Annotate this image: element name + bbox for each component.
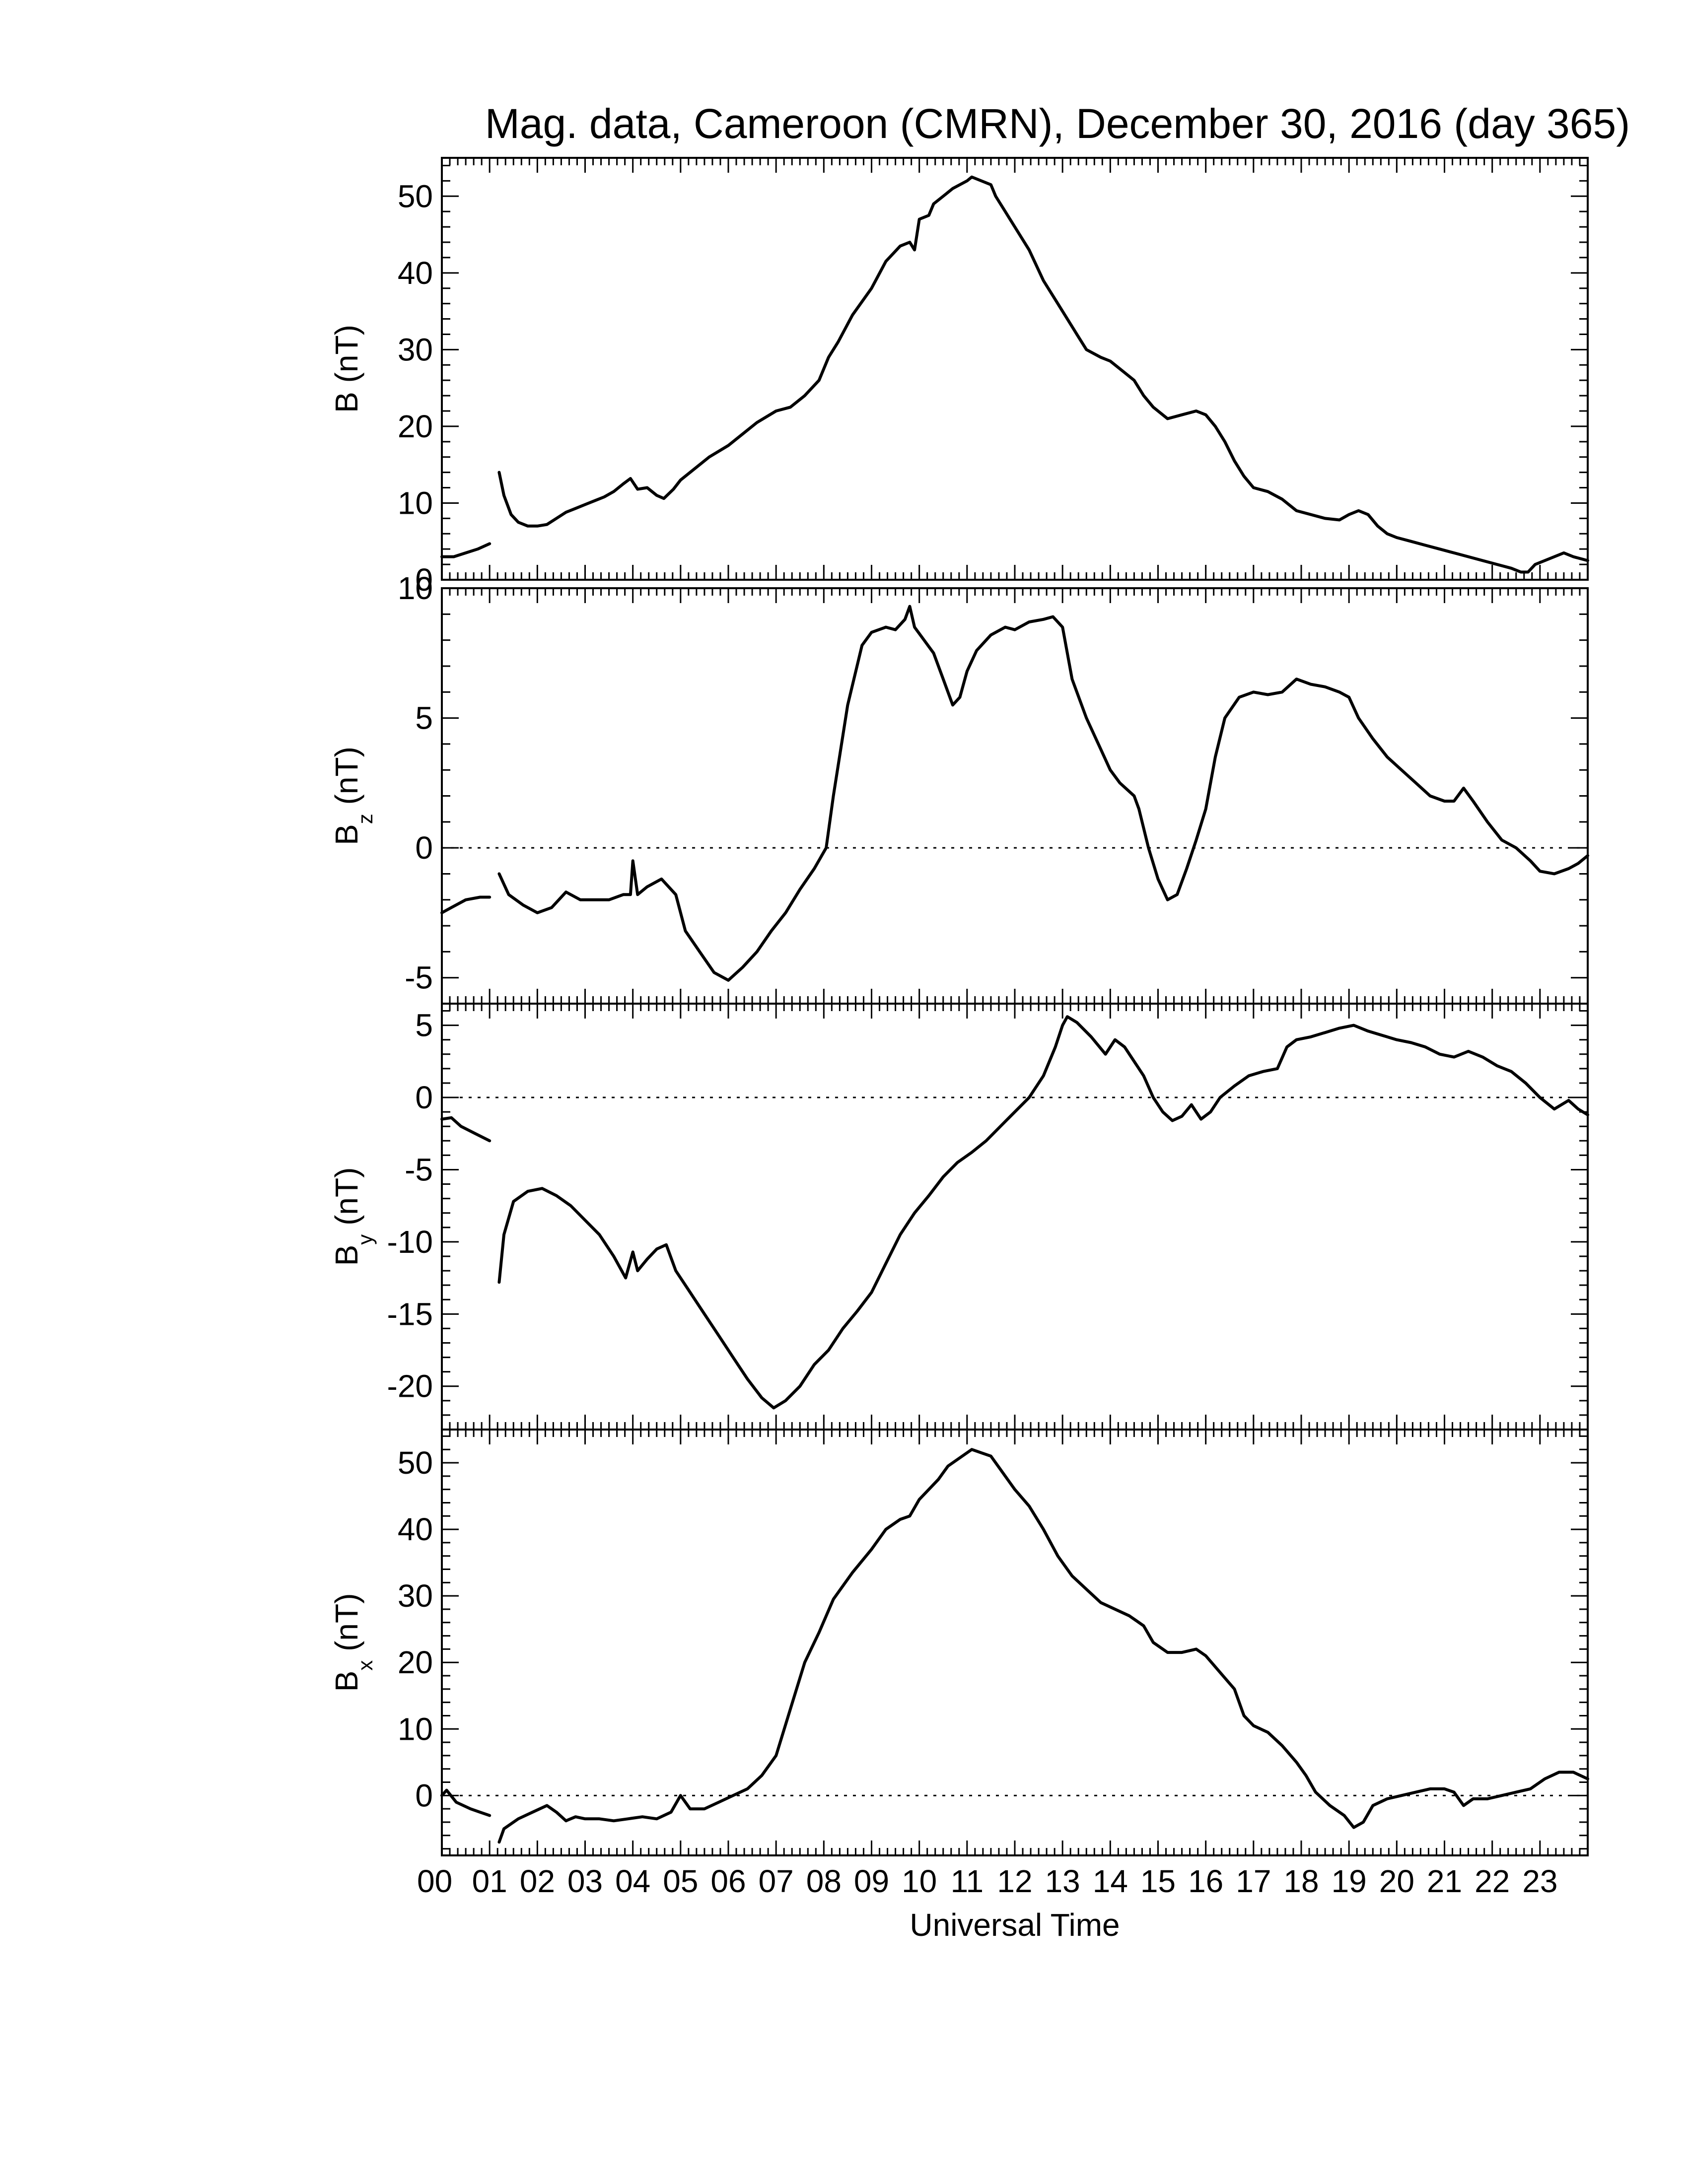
- series-B-segment-0: [440, 542, 492, 558]
- x-tick-label: 23: [1522, 1863, 1557, 1899]
- x-tick-label: 18: [1283, 1863, 1319, 1899]
- panel-frame: [441, 157, 1589, 581]
- x-tick-label: 03: [567, 1863, 603, 1899]
- y-axis-label: By (nT): [329, 1167, 377, 1266]
- y-tick-label: 20: [398, 1644, 433, 1680]
- series-B-segment-1: [497, 175, 1589, 574]
- x-tick-label: 12: [997, 1863, 1032, 1899]
- x-tick-label: 07: [759, 1863, 794, 1899]
- x-tick-label: 06: [710, 1863, 746, 1899]
- x-tick-label: 08: [806, 1863, 842, 1899]
- x-tick-labels: 00 01 02 03 04 05 06 07 08 09 10 11 12 13 14 15 16 17 18 19…: [417, 1863, 1557, 1899]
- x-tick-label: 04: [615, 1863, 650, 1899]
- y-tick-label: 40: [398, 1511, 433, 1547]
- y-tick-label: 30: [398, 1578, 433, 1614]
- panel-B: 0 10 20 30 40 50 B (nT): [329, 157, 1589, 598]
- series-By-segment-1: [497, 1015, 1589, 1410]
- y-tick-label: 0: [415, 830, 433, 866]
- x-tick-label: 16: [1188, 1863, 1223, 1899]
- y-axis-label: B (nT): [329, 325, 364, 413]
- y-tick-label: -20: [387, 1368, 433, 1404]
- panel-frame: [441, 587, 1589, 1005]
- x-axis-label: Universal Time: [910, 1907, 1120, 1943]
- y-tick-label: 5: [415, 1008, 433, 1043]
- x-tick-label: 19: [1332, 1863, 1367, 1899]
- y-tick-label: 40: [398, 255, 433, 291]
- y-tick-label: 5: [415, 700, 433, 736]
- x-tick-label: 15: [1140, 1863, 1176, 1899]
- panel-By: -20 -15 -10 -5 0 5 By (nT): [329, 1003, 1589, 1431]
- y-tick-label: 0: [415, 562, 433, 598]
- x-tick-label: 20: [1379, 1863, 1414, 1899]
- y-tick-label: -5: [405, 960, 433, 996]
- y-tick-label: -15: [387, 1296, 433, 1332]
- x-tick-label: 00: [417, 1863, 452, 1899]
- y-tick-label: 50: [398, 178, 433, 214]
- series-Bx-segment-0: [440, 1788, 492, 1817]
- x-tick-label: 13: [1045, 1863, 1080, 1899]
- x-tick-label: 01: [472, 1863, 507, 1899]
- y-tick-label: 20: [398, 409, 433, 444]
- x-tick-label: 22: [1475, 1863, 1510, 1899]
- chart-title: Mag. data, Cameroon (CMRN), December 30,…: [485, 100, 1630, 147]
- y-tick-label: 10: [398, 570, 433, 606]
- series-Bz-segment-1: [497, 605, 1589, 982]
- x-tick-label: 17: [1236, 1863, 1271, 1899]
- y-tick-label: 50: [398, 1445, 433, 1481]
- series-Bx-segment-1: [497, 1448, 1589, 1844]
- y-axis-label: Bx (nT): [329, 1593, 377, 1692]
- y-tick-label: 10: [398, 1711, 433, 1747]
- y-tick-label: 0: [415, 1777, 433, 1813]
- x-tick-label: 11: [951, 1863, 984, 1899]
- y-tick-label: -5: [405, 1152, 433, 1187]
- y-tick-label: -10: [387, 1224, 433, 1260]
- panel-Bx: 0 10 20 30 40 50 Bx (nT): [329, 1429, 1589, 1856]
- panel-Bz: -5 0 5 10 Bz (nT): [329, 570, 1589, 1005]
- y-tick-label: 0: [415, 1080, 433, 1115]
- series-By-segment-0: [440, 1116, 492, 1143]
- series-Bz-segment-0: [440, 895, 492, 914]
- x-tick-label: 09: [854, 1863, 889, 1899]
- x-tick-label: 21: [1427, 1863, 1462, 1899]
- x-tick-label: 02: [520, 1863, 555, 1899]
- x-tick-label: 14: [1093, 1863, 1128, 1899]
- x-tick-label: 10: [902, 1863, 937, 1899]
- y-tick-label: 10: [398, 485, 433, 521]
- y-tick-label: 30: [398, 332, 433, 367]
- panel-frame: [441, 1003, 1589, 1431]
- y-axis-label: Bz (nT): [329, 747, 377, 845]
- x-tick-label: 05: [663, 1863, 698, 1899]
